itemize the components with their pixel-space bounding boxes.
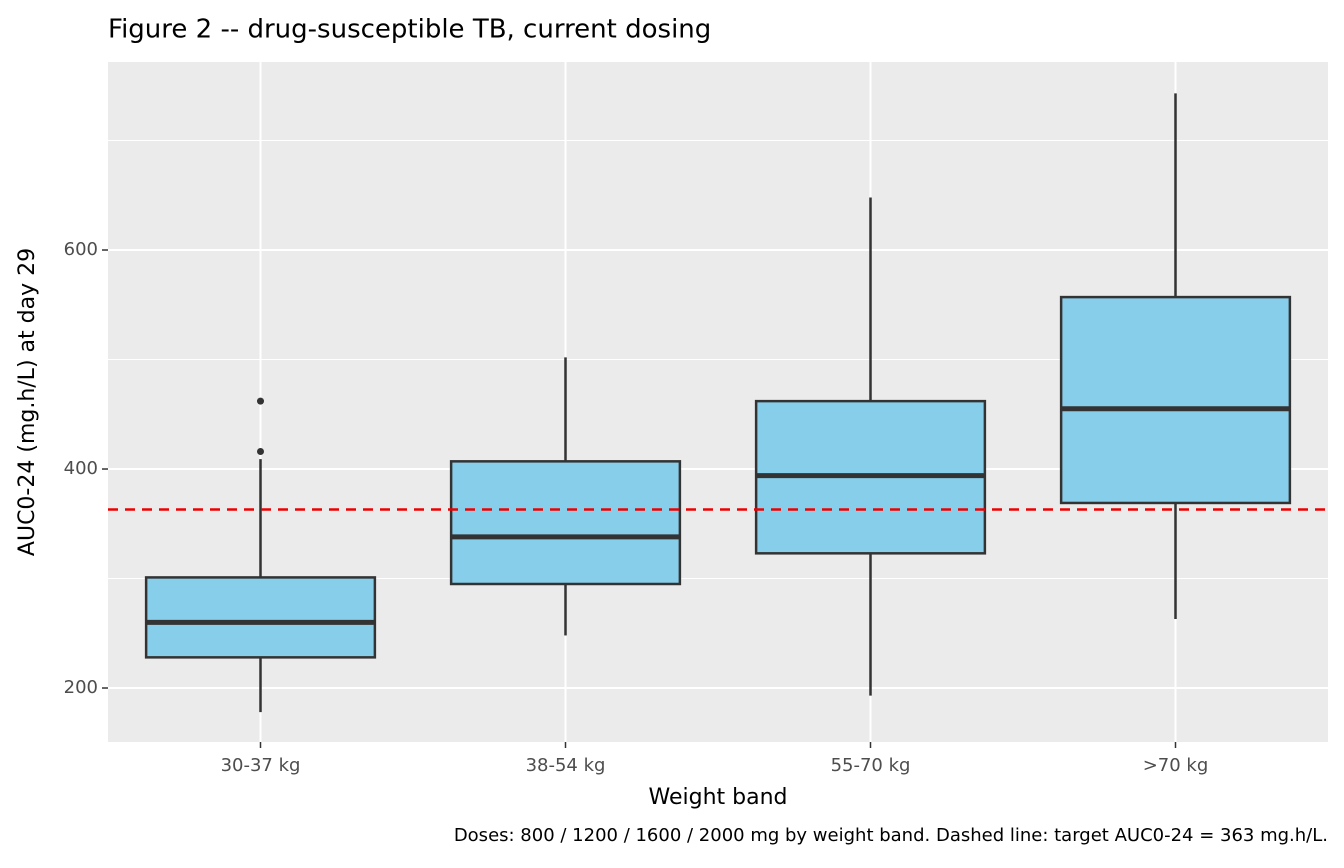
x-tick-label: 30-37 kg — [221, 755, 301, 776]
x-tick-label: 55-70 kg — [831, 755, 911, 776]
x-axis-label: Weight band — [649, 785, 788, 810]
x-tick-label: >70 kg — [1143, 755, 1209, 776]
y-tick-label: 400 — [64, 458, 98, 479]
outlier — [257, 447, 264, 455]
x-tick-label: 38-54 kg — [526, 755, 606, 776]
outlier — [257, 397, 264, 405]
box — [449, 460, 682, 586]
y-tick-label: 200 — [64, 677, 98, 698]
y-tick-label: 600 — [64, 239, 98, 260]
y-axis-label: AUC0-24 (mg.h/L) at day 29 — [15, 248, 40, 556]
caption: Doses: 800 / 1200 / 1600 / 2000 mg by we… — [454, 825, 1328, 846]
box — [144, 576, 377, 659]
box — [1059, 295, 1292, 505]
chart-title: Figure 2 -- drug-susceptible TB, current… — [108, 15, 711, 45]
